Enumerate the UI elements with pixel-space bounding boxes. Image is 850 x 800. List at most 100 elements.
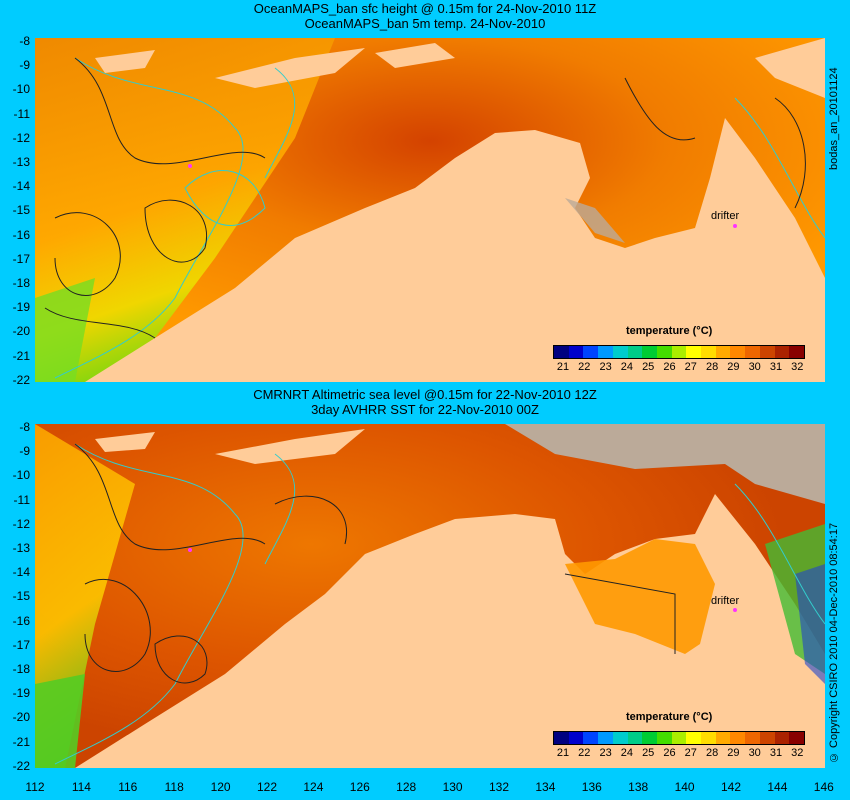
island-land <box>215 429 365 464</box>
x-tick-label: 134 <box>535 780 556 794</box>
x-tick-label: 136 <box>581 780 602 794</box>
bottom-y-tick-label: -13 <box>12 541 30 555</box>
colorbar-swatch <box>715 346 731 358</box>
colorbar-tick-label: 31 <box>769 747 783 759</box>
colorbar-swatch <box>671 732 687 744</box>
bottom-y-tick-label: -8 <box>19 420 30 434</box>
colorbar-tick-label: 30 <box>748 747 761 759</box>
x-tick-label: 122 <box>256 780 278 794</box>
colorbar-swatch <box>554 732 569 744</box>
colorbar-swatch <box>627 732 643 744</box>
colorbar-swatch <box>656 346 672 358</box>
colorbar-tick-label: 27 <box>684 747 697 759</box>
colorbar-top <box>553 345 805 359</box>
colorbar-tick-label: 30 <box>748 361 761 373</box>
island-land <box>95 432 155 452</box>
colorbar-tick-label: 22 <box>578 361 591 373</box>
drifter-label-top: drifter <box>711 210 740 222</box>
colorbar-swatch <box>686 346 702 358</box>
bottom-y-tick-label: -16 <box>12 613 30 628</box>
colorbar-swatch <box>686 732 702 744</box>
panel2-title-line2: 3day AVHRR SST for 22-Nov-2010 00Z <box>311 402 539 417</box>
side-label-top: bodas_an_20101124 <box>828 67 840 170</box>
bottom-y-tick-label: -14 <box>12 565 30 580</box>
colorbar-swatch <box>730 732 746 744</box>
x-tick-label: 128 <box>396 780 417 794</box>
colorbar-swatch <box>554 346 569 358</box>
colorbar-swatch <box>730 346 746 358</box>
bottom-y-tick-label: -12 <box>12 516 30 531</box>
colorbar-swatch <box>656 732 672 744</box>
colorbar-swatch <box>568 732 584 744</box>
sea-height-contours <box>74 443 676 684</box>
island-land <box>375 43 455 68</box>
bottom-y-tick-label: -22 <box>12 758 30 773</box>
colorbar-swatch <box>671 346 687 358</box>
top-y-tick-label: -15 <box>12 203 30 218</box>
colorbar-swatch <box>612 346 628 358</box>
top-y-tick-label: -13 <box>12 155 30 169</box>
colorbar-swatch <box>789 346 804 358</box>
bottom-map-svg <box>35 424 825 768</box>
x-tick-label: 124 <box>303 780 324 794</box>
colorbar-swatch <box>598 732 613 744</box>
colorbar-swatch <box>745 346 760 358</box>
colorbar-tick-label: 29 <box>727 361 740 373</box>
top-y-tick-label: -12 <box>12 130 30 145</box>
colorbar-swatch <box>774 732 790 744</box>
panel2-title-line1: CMRNRT Altimetric sea level @0.15m for 2… <box>253 387 597 402</box>
bottom-y-tick-label: -15 <box>12 589 30 604</box>
colorbar-tick-label: 31 <box>769 361 783 373</box>
colorbar-swatch <box>701 346 716 358</box>
colorbar-swatch <box>568 346 584 358</box>
side-label-bottom: © Copyright CSIRO 2010 04-Dec-2010 08:54… <box>828 522 840 763</box>
x-tick-label: 120 <box>210 780 231 794</box>
colorbar-tick-label: 26 <box>663 747 676 759</box>
colorbar-tick-label: 25 <box>642 747 655 759</box>
bottom-y-tick-label: -9 <box>19 444 30 459</box>
colorbar-swatch <box>774 346 790 358</box>
colorbar-swatch <box>642 732 657 744</box>
colorbar-swatch <box>583 732 599 744</box>
panel1-title-line1: OceanMAPS_ban sfc height @ 0.15m for 24-… <box>253 1 597 16</box>
bottom-y-tick-label: -17 <box>12 637 30 652</box>
island-land <box>215 48 365 88</box>
drifter-marker <box>733 608 737 612</box>
no-data-area <box>505 424 825 504</box>
top-y-tick-label: -11 <box>13 106 30 121</box>
bottom-y-tick-label: -20 <box>12 710 30 725</box>
colorbar-swatch <box>583 346 599 358</box>
colorbar-tick-label: 29 <box>727 747 740 759</box>
drifter-track-marker <box>188 164 192 168</box>
colorbar-tick-label: 24 <box>620 361 634 373</box>
x-tick-label: 138 <box>628 780 649 794</box>
top-y-tick-label: -14 <box>12 179 30 194</box>
colorbar-swatch <box>789 732 804 744</box>
x-tick-label: 130 <box>442 780 463 794</box>
top-y-tick-label: -16 <box>12 227 30 242</box>
drifter-track-marker <box>188 548 192 552</box>
colorbar-swatch <box>598 346 613 358</box>
colorbar-title-top: temperature (°C) <box>626 325 713 337</box>
colorbar-tick-label: 32 <box>791 361 804 373</box>
x-tick-label: 132 <box>488 780 510 794</box>
island-land <box>95 50 155 73</box>
colorbar-tick-label: 24 <box>620 747 634 759</box>
panel1-title-line2: OceanMAPS_ban 5m temp. 24-Nov-2010 <box>304 16 546 31</box>
x-tick-label: 112 <box>25 780 45 794</box>
colorbar-swatch <box>612 732 628 744</box>
top-y-tick-label: -20 <box>12 324 30 339</box>
x-tick-label: 140 <box>674 780 695 794</box>
x-tick-label: 126 <box>349 780 370 794</box>
bathymetry-contours <box>54 443 825 765</box>
colorbar-swatch <box>701 732 716 744</box>
colorbar-tick-label: 21 <box>556 361 570 373</box>
colorbar-tick-label: 28 <box>705 361 719 373</box>
top-y-tick-label: -22 <box>12 372 30 387</box>
bottom-y-tick-label: -11 <box>13 492 30 507</box>
top-y-tick-label: -10 <box>12 82 30 97</box>
drifter-label-bottom: drifter <box>711 595 740 607</box>
top-y-tick-label: -19 <box>12 300 30 315</box>
x-tick-label: 144 <box>767 780 788 794</box>
bottom-y-tick-label: -10 <box>12 468 30 483</box>
